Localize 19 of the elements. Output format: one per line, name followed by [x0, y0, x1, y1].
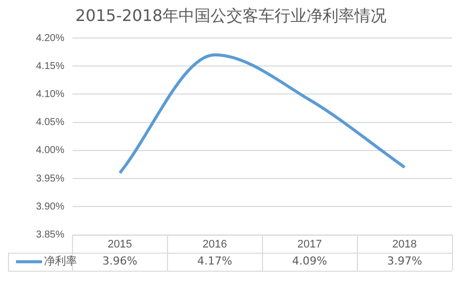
x-tick-label: 2018	[392, 238, 417, 250]
y-tick-label: 4.15%	[36, 60, 64, 72]
x-tick-label: 2016	[202, 238, 227, 250]
data-label: 4.17%	[197, 254, 232, 268]
y-tick-label: 4.05%	[36, 117, 64, 128]
data-label: 3.96%	[102, 254, 138, 268]
y-tick-label: 4.10%	[36, 88, 64, 100]
y-tick-label: 4.20%	[36, 32, 64, 44]
y-tick-label: 3.95%	[36, 173, 64, 184]
data-label: 4.09%	[292, 254, 328, 268]
chart-title: 2015-2018年中国公交客车行业净利率情况	[74, 6, 388, 27]
x-tick-label: 2015	[108, 238, 132, 250]
y-tick-label: 3.85%	[36, 230, 64, 241]
y-tick-label: 4.00%	[36, 145, 64, 156]
line-series	[118, 53, 406, 174]
legend-label: 净利率	[44, 254, 77, 268]
data-label: 3.97%	[387, 254, 422, 268]
y-tick-label: 3.90%	[36, 201, 64, 212]
x-tick-label: 2017	[297, 238, 322, 250]
